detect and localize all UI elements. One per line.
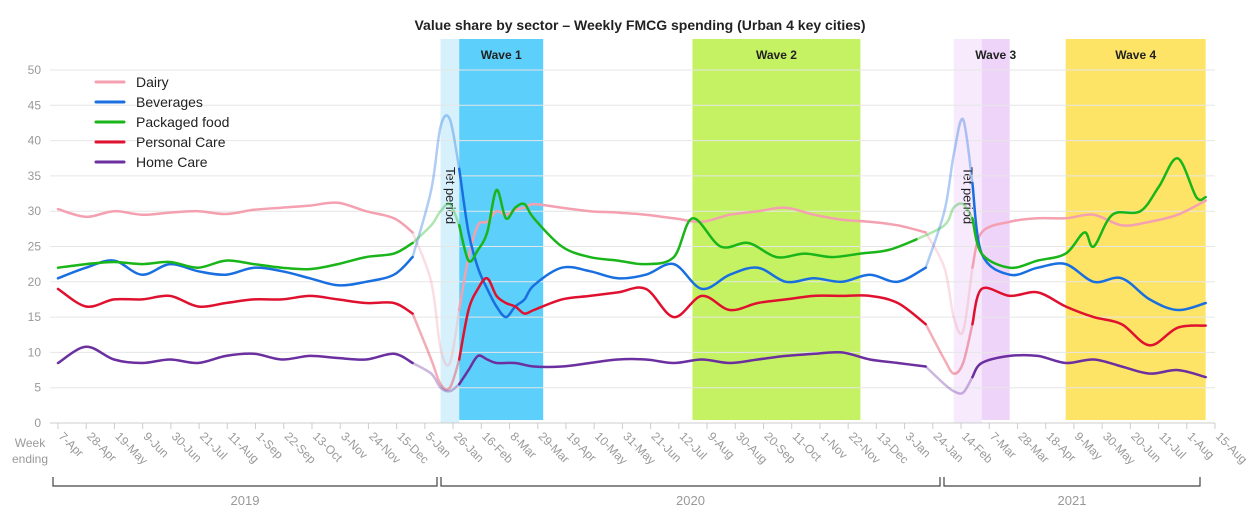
x-tick-label-14: 26-Jan xyxy=(451,429,487,465)
x-axis-title-0: Week xyxy=(15,436,46,450)
series-line-home-care-3 xyxy=(924,365,974,395)
x-tick-label-41: 15-Aug xyxy=(1213,429,1250,466)
series-line-packaged-food-1 xyxy=(411,202,461,245)
series-line-personal-care-3 xyxy=(924,322,974,375)
y-tick-label-0: 0 xyxy=(34,416,41,430)
legend-label-0: Dairy xyxy=(136,74,169,90)
chart-title: Value share by sector – Weekly FMCG spen… xyxy=(414,17,865,33)
x-axis-title-1: ending xyxy=(12,452,48,466)
series-line-personal-care-1 xyxy=(411,312,461,391)
series-line-dairy-2 xyxy=(457,202,927,312)
y-tick-label-4: 20 xyxy=(28,275,42,289)
series-line-beverages-1 xyxy=(411,114,461,259)
x-tick-label-1: 28-Apr xyxy=(84,429,119,464)
legend-label-4: Home Care xyxy=(136,154,208,170)
series-line-personal-care-2 xyxy=(457,276,927,361)
series-line-packaged-food-2 xyxy=(457,188,918,266)
series-line-home-care-4 xyxy=(971,353,1207,379)
x-tick-label-23: 9-Aug xyxy=(705,429,738,462)
year-label-0: 2019 xyxy=(231,493,260,508)
series-line-dairy-1 xyxy=(411,231,461,367)
series-line-packaged-food-3 xyxy=(915,202,974,241)
series-line-dairy-0 xyxy=(56,201,414,234)
year-label-2: 2021 xyxy=(1058,493,1087,508)
series-line-packaged-food-0 xyxy=(56,241,414,271)
band-5 xyxy=(1065,39,1206,420)
y-tick-label-8: 40 xyxy=(28,134,42,148)
tet-label-0: Tet period xyxy=(443,167,458,224)
y-tick-label-5: 25 xyxy=(28,240,42,254)
legend-label-2: Packaged food xyxy=(136,114,229,130)
wave-label-1: Wave 1 xyxy=(481,48,522,62)
x-tick-label-40: 1-Aug xyxy=(1185,429,1218,462)
series-line-beverages-2 xyxy=(457,167,927,319)
y-tick-label-7: 35 xyxy=(28,169,42,183)
x-tick-label-27: 1-Nov xyxy=(818,429,851,462)
band-0 xyxy=(440,39,460,423)
x-tick-label-36: 9-May xyxy=(1072,429,1105,462)
legend-label-3: Personal Care xyxy=(136,134,226,150)
series-line-dairy-3 xyxy=(924,231,974,336)
series-line-personal-care-4 xyxy=(971,286,1207,347)
year-bracket-0 xyxy=(52,477,438,487)
y-tick-label-9: 45 xyxy=(28,98,42,112)
year-label-1: 2020 xyxy=(676,493,705,508)
y-tick-label-2: 10 xyxy=(28,345,42,359)
series-line-dairy-4 xyxy=(971,199,1207,269)
wave-label-2: Wave 2 xyxy=(756,48,797,62)
wave-label-4: Wave 3 xyxy=(975,48,1016,62)
series-line-packaged-food-4 xyxy=(971,157,1207,270)
series-line-home-care-1 xyxy=(411,361,461,393)
band-1 xyxy=(459,39,544,420)
series-line-home-care-2 xyxy=(457,350,927,386)
series-line-beverages-4 xyxy=(971,181,1207,312)
legend-label-1: Beverages xyxy=(136,94,203,110)
x-tick-label-6: 11-Aug xyxy=(225,429,262,466)
series-line-personal-care-0 xyxy=(56,287,414,315)
y-tick-label-10: 50 xyxy=(28,63,42,77)
x-tick-label-4: 30-Jun xyxy=(169,429,205,465)
y-tick-label-6: 30 xyxy=(28,204,42,218)
x-tick-label-0: 7-Apr xyxy=(56,429,87,460)
year-bracket-1 xyxy=(440,477,941,487)
wave-label-5: Wave 4 xyxy=(1115,48,1156,62)
series-line-beverages-3 xyxy=(924,117,974,269)
series-line-home-care-0 xyxy=(56,345,414,365)
tet-label-3: Tet period xyxy=(961,167,976,224)
x-tick-label-31: 24-Jan xyxy=(931,429,967,465)
y-tick-label-3: 15 xyxy=(28,310,42,324)
year-bracket-2 xyxy=(943,477,1201,487)
y-tick-label-1: 5 xyxy=(34,381,41,395)
